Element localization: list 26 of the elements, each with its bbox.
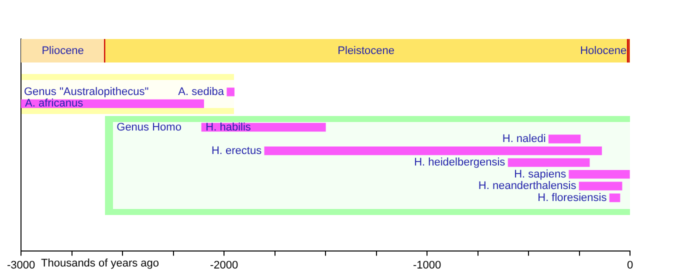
x-tick-label: -2000	[210, 259, 238, 272]
x-tick-label: -1000	[412, 259, 442, 272]
x-axis-title: Thousands of years ago	[41, 257, 160, 270]
band-label: Genus Homo	[116, 121, 182, 134]
bar	[568, 170, 630, 179]
bar	[548, 134, 581, 144]
bar	[578, 182, 622, 190]
y-tick-label: H. neanderthalensis	[478, 180, 577, 192]
y-tick-label: H. habilis	[206, 121, 252, 134]
y-tick-label: H. floresiensis	[538, 192, 608, 204]
y-tick-label: H. heidelbergensis	[414, 156, 506, 169]
bar	[609, 194, 620, 202]
bar	[264, 146, 602, 156]
band-label: Pleistocene	[338, 44, 395, 57]
y-tick-label: A. africanus	[25, 98, 84, 110]
bar	[226, 88, 234, 96]
y-tick-label: H. erectus	[211, 144, 262, 157]
x-tick-label: -3000	[6, 259, 36, 272]
band-label: Genus "Australopithecus"	[24, 86, 149, 98]
y-tick-label: H. naledi	[502, 133, 546, 146]
band-label: Pliocene	[42, 44, 84, 57]
bar	[508, 158, 590, 167]
y-tick-label: A. sediba	[178, 86, 225, 98]
y-tick-label: H. sapiens	[514, 168, 567, 180]
band-label: Holocene	[580, 44, 627, 57]
x-tick-label: 0	[626, 259, 634, 272]
